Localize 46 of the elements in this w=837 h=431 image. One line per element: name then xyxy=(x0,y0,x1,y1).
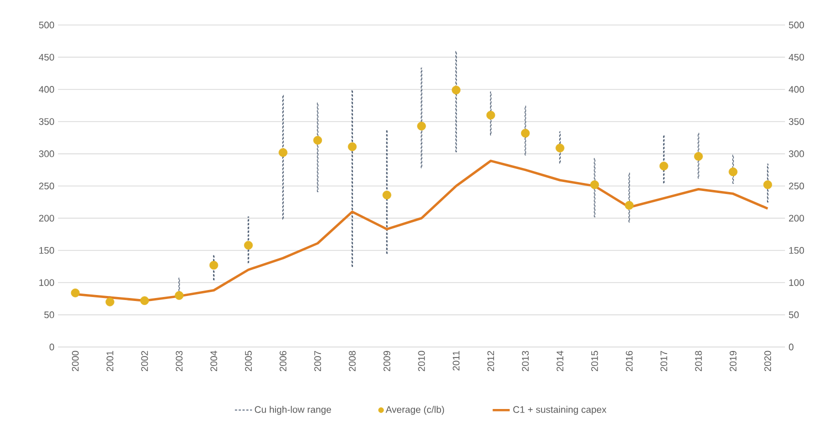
y-tick-label: 350 xyxy=(38,118,54,125)
y2-tick-label: 250 xyxy=(789,182,804,190)
x-tick-label: 2014 xyxy=(556,350,564,372)
x-tick-label: 2002 xyxy=(141,350,148,372)
y-tick-label: 0 xyxy=(50,344,54,350)
y2-tick-label: 0 xyxy=(788,344,794,350)
x-tick-label: 2010 xyxy=(418,350,425,372)
x-tick-label: 2011 xyxy=(452,350,460,370)
x-tick-label: 2003 xyxy=(176,350,183,372)
x-tick-label: 2000 xyxy=(72,350,79,372)
y-tick-label: 150 xyxy=(39,247,54,254)
x-tick-label: 2008 xyxy=(348,350,356,372)
legend-label: Average (c/lb) xyxy=(386,406,444,415)
y2-tick-label: 100 xyxy=(789,279,804,286)
y-tick-label: 400 xyxy=(38,86,54,93)
x-tick-label: 2017 xyxy=(660,350,668,372)
y-tick-label: 300 xyxy=(38,150,54,158)
x-tick-label: 2016 xyxy=(626,350,633,372)
y-tick-label: 200 xyxy=(39,214,54,222)
x-tick-label: 2019 xyxy=(730,350,736,372)
y2-tick-label: 300 xyxy=(788,150,804,158)
y2-tick-label: 200 xyxy=(789,214,804,222)
y-tick-label: 500 xyxy=(39,22,54,28)
x-tick-label: 2018 xyxy=(695,350,702,372)
legend-label: Cu high-low range xyxy=(254,406,332,415)
y2-tick-label: 500 xyxy=(788,22,804,28)
x-tick-label: 2005 xyxy=(245,350,252,372)
x-tick-label: 2006 xyxy=(280,350,286,372)
y2-tick-label: 450 xyxy=(788,54,804,61)
y-tick-label: 250 xyxy=(39,182,54,190)
y2-tick-label: 50 xyxy=(788,311,799,318)
x-tick-label: 2020 xyxy=(764,350,772,372)
x-tick-label: 2012 xyxy=(487,350,494,372)
y2-tick-label: 350 xyxy=(788,118,804,125)
y-tick-label: 450 xyxy=(38,54,54,61)
x-tick-label: 2001 xyxy=(106,350,114,372)
x-tick-label: 2013 xyxy=(522,350,529,372)
y-tick-label: 50 xyxy=(44,311,54,318)
y-tick-label: 100 xyxy=(39,279,54,286)
legend-label: C1 + sustaining capex xyxy=(513,406,606,415)
y2-tick-label: 400 xyxy=(788,86,804,93)
x-tick-label: 2007 xyxy=(314,350,322,372)
x-tick-label: 2015 xyxy=(591,350,598,372)
y2-tick-label: 150 xyxy=(789,247,804,254)
x-tick-label: 2004 xyxy=(210,350,218,372)
x-tick-label: 2009 xyxy=(384,350,390,372)
